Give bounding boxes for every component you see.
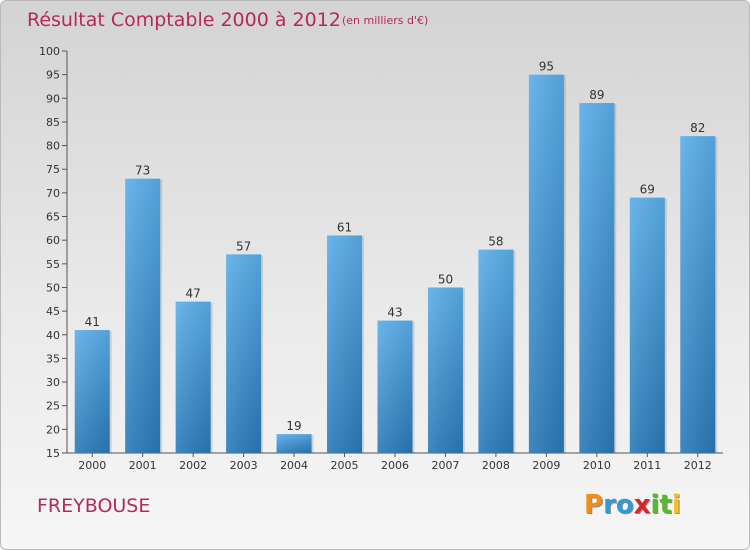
x-tick-label: 2001 [129,459,157,472]
bar-highlight [680,136,716,454]
bar-highlight [377,320,413,453]
bar-highlight [276,434,312,453]
y-tick-label: 75 [46,163,60,176]
data-label: 73 [135,164,150,178]
y-tick-label: 30 [46,376,60,389]
brand-letter: i [671,490,681,520]
bar-highlight [226,254,262,453]
bar-highlight [478,249,514,453]
bar-highlight [528,74,564,453]
x-tick-label: 2009 [532,459,560,472]
proxiti-logo[interactable]: Proxiti [584,490,681,520]
y-tick-label: 20 [46,423,60,436]
x-tick-label: 2004 [280,459,308,472]
x-tick-label: 2008 [482,459,510,472]
y-tick-label: 100 [39,45,60,58]
data-label: 19 [286,419,301,433]
data-label: 89 [589,88,604,102]
x-tick-label: 2000 [78,459,106,472]
x-tick-label: 2002 [179,459,207,472]
brand-letter: P [584,490,604,520]
y-tick-label: 35 [46,352,60,365]
data-label: 50 [438,272,453,286]
data-label: 95 [539,60,554,74]
bar-highlight [327,235,363,453]
data-label: 61 [337,220,352,234]
x-tick-label: 2011 [633,459,661,472]
x-tick-label: 2003 [230,459,258,472]
y-tick-label: 70 [46,187,60,200]
chart-subtitle: (en milliers d'€) [342,14,429,27]
data-label: 82 [690,121,705,135]
y-tick-label: 60 [46,234,60,247]
data-label: 57 [236,239,251,253]
data-label: 58 [488,235,503,249]
data-label: 41 [85,315,100,329]
y-tick-label: 50 [46,281,60,294]
bar-highlight [629,197,665,453]
brand-letter: r [603,490,616,520]
bar-highlight [427,287,463,453]
bar-highlight [74,330,110,453]
y-tick-label: 45 [46,305,60,318]
data-label: 69 [640,183,655,197]
y-tick-label: 15 [46,447,60,460]
data-label: 43 [387,306,402,320]
brand-letter: t [659,490,672,520]
y-tick-label: 90 [46,92,60,105]
y-tick-label: 80 [46,140,60,153]
chart-title: Résultat Comptable 2000 à 2012 [27,9,341,31]
brand-letter: o [615,490,634,520]
bar-highlight [175,301,211,453]
y-tick-label: 25 [46,400,60,413]
x-tick-label: 2005 [331,459,359,472]
y-tick-label: 65 [46,211,60,224]
bar-highlight [579,103,615,453]
brand-letter: x [633,490,651,520]
y-tick-label: 85 [46,116,60,129]
x-tick-label: 2006 [381,459,409,472]
data-label: 47 [186,287,201,301]
y-tick-label: 95 [46,69,60,82]
x-tick-label: 2007 [431,459,459,472]
brand-letter: i [650,490,660,520]
y-tick-label: 40 [46,329,60,342]
x-tick-label: 2012 [684,459,712,472]
x-tick-label: 2010 [583,459,611,472]
bar-highlight [125,178,161,453]
location-name: FREYBOUSE [37,495,151,517]
y-tick-label: 55 [46,258,60,271]
